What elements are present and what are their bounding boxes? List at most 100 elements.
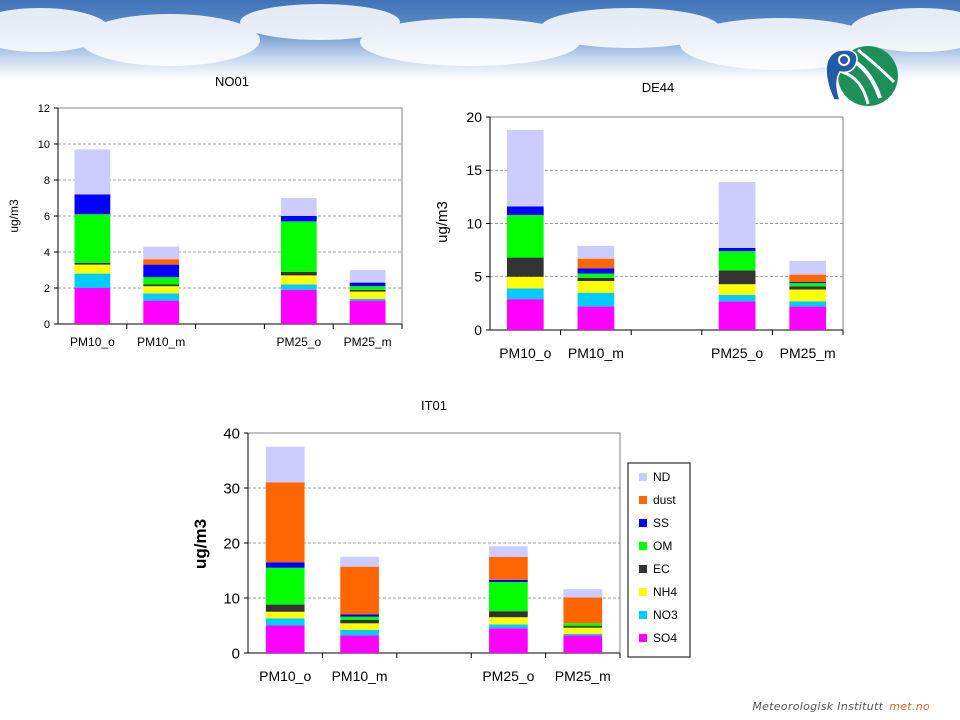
bar-segment-nd — [265, 446, 305, 483]
bar-segment-dust — [340, 566, 379, 615]
y-tick-label: 8 — [44, 175, 50, 187]
legend-swatch-om — [639, 542, 647, 550]
bar-segment-so4 — [349, 300, 386, 324]
bar-segment-ss — [280, 216, 317, 222]
y-tick-label: 40 — [223, 425, 240, 442]
bar-segment-ec — [563, 626, 603, 628]
bar-segment-so4 — [265, 625, 305, 653]
bar-segment-so4 — [718, 301, 756, 330]
bar-segment-dust — [265, 482, 305, 563]
x-tick-label: PM10_m — [137, 335, 185, 349]
legend-label-om: OM — [653, 539, 672, 553]
bar-segment-om — [577, 273, 615, 278]
bar-segment-no3 — [489, 624, 528, 629]
legend-swatch-nh4 — [639, 588, 647, 596]
y-tick-label: 30 — [223, 480, 240, 497]
bar-segment-ec — [340, 620, 379, 624]
bar-segment-ss — [143, 264, 180, 278]
bar-segment-so4 — [143, 300, 180, 324]
bar-segment-nd — [74, 149, 111, 195]
y-tick-label: 15 — [466, 162, 482, 178]
y-tick-label: 10 — [223, 590, 240, 607]
x-tick-label: PM25_m — [555, 668, 611, 684]
y-tick-label: 0 — [474, 322, 482, 338]
bar-segment-nd — [718, 181, 756, 248]
bar-segment-om — [340, 616, 379, 620]
bar-segment-nh4 — [74, 264, 111, 274]
bar-segment-no3 — [577, 292, 615, 307]
bar-segment-ec — [506, 257, 544, 277]
chart-title: IT01 — [421, 398, 447, 413]
legend-box — [627, 462, 691, 658]
bar-segment-nh4 — [489, 617, 528, 625]
bar-segment-ec — [789, 286, 827, 290]
bar-segment-dust — [489, 556, 528, 580]
bar-segment-dust — [577, 258, 615, 269]
bar-segment-no3 — [718, 294, 756, 302]
bar-segment-nd — [577, 245, 615, 259]
bar-segment-ss — [718, 247, 756, 252]
x-tick-label: PM10_m — [568, 345, 624, 361]
bar-segment-nd — [563, 589, 603, 598]
legend-label-dust: dust — [653, 493, 676, 507]
bar-segment-om — [265, 567, 305, 605]
y-axis-label: ug/m3 — [434, 201, 451, 243]
bar-segment-nh4 — [718, 284, 756, 295]
bar-segment-so4 — [563, 635, 603, 653]
bar-segment-no3 — [143, 293, 180, 301]
bar-segment-ss — [789, 282, 827, 284]
bar-segment-ss — [340, 614, 379, 617]
y-tick-label: 20 — [223, 535, 240, 552]
bar-segment-nh4 — [506, 276, 544, 289]
legend-label-nd: ND — [653, 470, 671, 484]
bar-segment-ss — [577, 268, 615, 274]
y-tick-label: 10 — [466, 215, 482, 231]
chart-title: DE44 — [642, 80, 675, 95]
x-tick-label: PM25_o — [711, 345, 763, 361]
bar-segment-ss — [489, 579, 528, 583]
legend-label-no3: NO3 — [653, 608, 678, 622]
bar-segment-nh4 — [265, 611, 305, 619]
bar-segment-nh4 — [340, 623, 379, 630]
bar-segment-no3 — [280, 284, 317, 290]
x-tick-label: PM25_o — [276, 335, 321, 349]
legend-label-ec: EC — [653, 562, 670, 576]
bar-segment-nh4 — [280, 275, 317, 285]
bar-segment-dust — [563, 597, 603, 624]
chart-title: NO01 — [215, 74, 249, 89]
brand-link[interactable]: met.no — [889, 700, 930, 713]
bar-segment-ss — [506, 206, 544, 215]
bar-segment-om — [489, 582, 528, 612]
y-tick-label: 12 — [38, 103, 50, 115]
bar-segment-ec — [280, 271, 317, 276]
bar-segment-so4 — [506, 299, 544, 330]
legend-swatch-dust — [639, 496, 647, 504]
x-tick-label: PM25_o — [482, 668, 534, 684]
met-institute-logo-icon — [825, 46, 898, 106]
x-tick-label: PM10_o — [70, 335, 115, 349]
legend-swatch-ss — [639, 519, 647, 527]
y-tick-label: 10 — [38, 139, 50, 151]
y-axis-label: ug/m3 — [7, 199, 21, 233]
bar-segment-nh4 — [563, 627, 603, 634]
bar-segment-ec — [74, 262, 111, 265]
bar-segment-om — [789, 283, 827, 287]
bar-segment-nh4 — [577, 281, 615, 293]
institute-name: Meteorologisk Institutt — [752, 700, 884, 713]
y-tick-label: 6 — [44, 211, 50, 223]
bar-segment-ss — [74, 194, 111, 215]
y-tick-label: 5 — [474, 269, 482, 285]
x-tick-label: PM10_o — [499, 345, 551, 361]
bar-segment-dust — [789, 274, 827, 283]
bar-segment-ss — [265, 562, 305, 568]
y-tick-label: 0 — [232, 645, 240, 662]
bar-segment-no3 — [265, 618, 305, 626]
bar-segment-om — [74, 214, 111, 263]
bar-segment-so4 — [789, 306, 827, 330]
legend-swatch-ec — [639, 565, 647, 573]
sky-banner — [0, 0, 960, 80]
bar-segment-nd — [340, 556, 379, 567]
legend: ND dust SS OM EC NH4 NO3 SO4 — [627, 462, 691, 658]
